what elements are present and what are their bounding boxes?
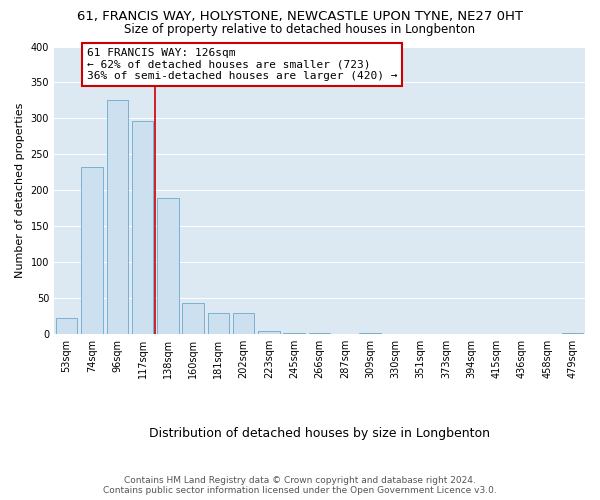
Bar [208, 314, 229, 334]
Text: Contains public sector information licensed under the Open Government Licence v3: Contains public sector information licen… [103, 486, 497, 495]
Text: 61 FRANCIS WAY: 126sqm
← 62% of detached houses are smaller (723)
36% of semi-de: 61 FRANCIS WAY: 126sqm ← 62% of detached… [87, 48, 397, 81]
Bar [283, 332, 305, 334]
Text: Size of property relative to detached houses in Longbenton: Size of property relative to detached ho… [124, 22, 476, 36]
Bar [56, 318, 77, 334]
Bar [81, 168, 103, 334]
Y-axis label: Number of detached properties: Number of detached properties [15, 102, 25, 278]
Text: Contains HM Land Registry data © Crown copyright and database right 2024.: Contains HM Land Registry data © Crown c… [124, 476, 476, 485]
Bar [182, 302, 204, 334]
X-axis label: Distribution of detached houses by size in Longbenton: Distribution of detached houses by size … [149, 427, 490, 440]
Bar [157, 198, 179, 334]
Bar [132, 122, 153, 334]
Bar [258, 330, 280, 334]
Bar [233, 312, 254, 334]
Bar [107, 100, 128, 334]
Text: 61, FRANCIS WAY, HOLYSTONE, NEWCASTLE UPON TYNE, NE27 0HT: 61, FRANCIS WAY, HOLYSTONE, NEWCASTLE UP… [77, 10, 523, 23]
Bar [562, 332, 583, 334]
